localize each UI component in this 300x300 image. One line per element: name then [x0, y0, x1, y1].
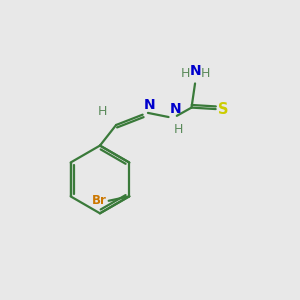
Text: H: H	[98, 106, 108, 118]
Text: H: H	[201, 67, 210, 80]
Text: N: N	[170, 101, 182, 116]
Text: N: N	[190, 64, 201, 78]
Text: Br: Br	[92, 194, 106, 207]
Text: S: S	[218, 102, 229, 117]
Text: N: N	[144, 98, 156, 112]
Text: H: H	[181, 67, 190, 80]
Text: H: H	[173, 124, 183, 136]
